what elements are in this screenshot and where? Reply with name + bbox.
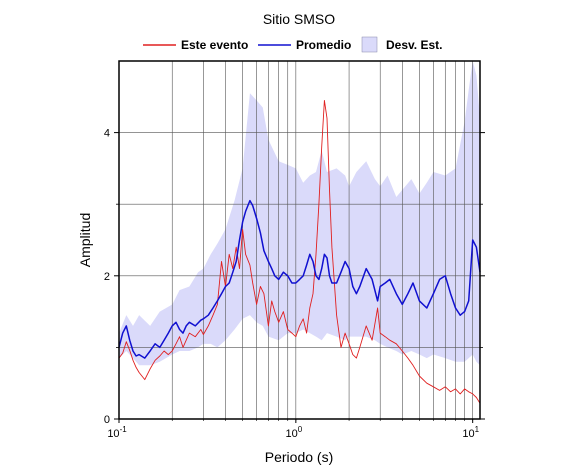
band-layer — [119, 61, 480, 366]
y-tick-label: 4 — [104, 128, 110, 140]
legend-label-desv-est: Desv. Est. — [386, 38, 442, 52]
chart-title: Sitio SMSO — [263, 11, 335, 27]
line-layer — [118, 99, 481, 404]
series-este-evento-line — [118, 99, 481, 404]
x-tick-label: 101 — [462, 425, 479, 440]
legend-swatch-desv-est — [361, 36, 378, 53]
plot-area: 10-1 100 101 0 2 4 — [104, 60, 485, 440]
series-promedio-line — [118, 199, 481, 359]
grid-layer — [119, 61, 480, 419]
tick-layer: 10-1 100 101 0 2 4 — [104, 128, 485, 440]
x-tick-label: 100 — [285, 425, 302, 440]
x-tick-label: 10-1 — [107, 425, 127, 440]
y-tick-label: 2 — [104, 271, 110, 283]
legend-label-este-evento: Este evento — [181, 38, 248, 52]
legend: Este evento Promedio Desv. Est. — [143, 36, 442, 53]
y-axis-label: Amplitud — [77, 213, 93, 267]
x-axis-label: Periodo (s) — [265, 449, 333, 465]
plot-frame — [118, 60, 481, 420]
y-tick-label: 0 — [104, 414, 110, 426]
legend-label-promedio: Promedio — [296, 38, 351, 52]
std-dev-band — [119, 61, 480, 366]
